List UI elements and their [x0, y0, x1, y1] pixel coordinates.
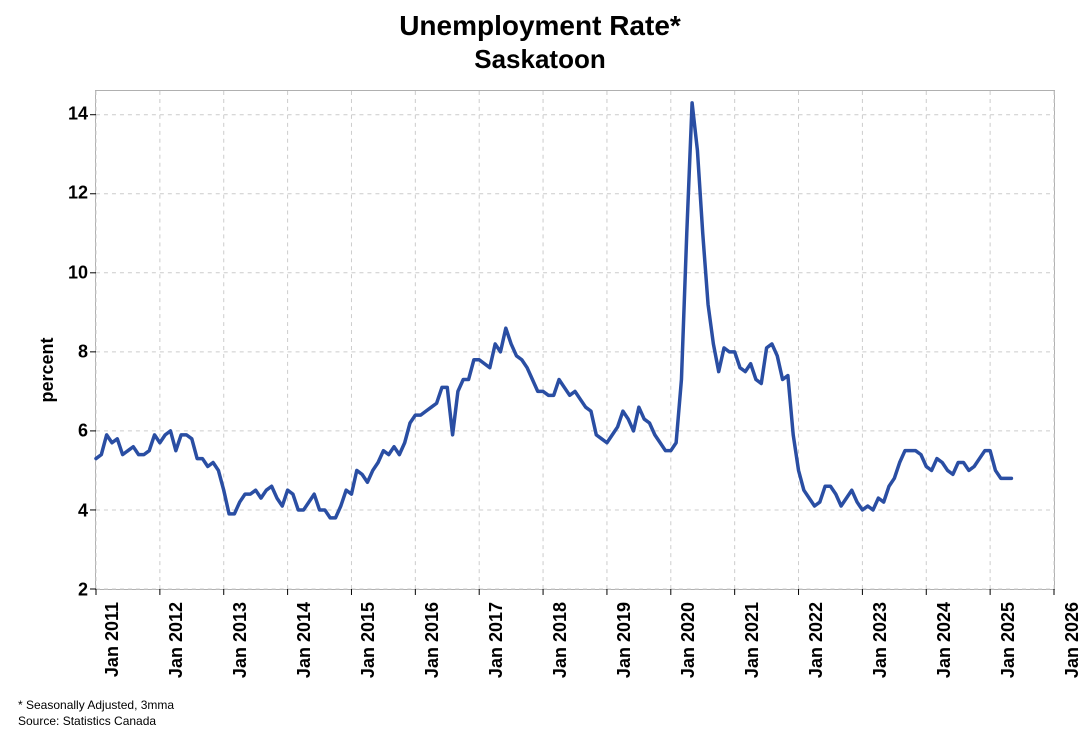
chart-container: Unemployment Rate* Saskatoon percent 246… [0, 0, 1080, 740]
x-tick-label: Jan 2021 [742, 602, 763, 678]
y-tick-label: 14 [48, 103, 88, 124]
x-tick-label: Jan 2020 [678, 602, 699, 678]
plot-area [95, 90, 1055, 590]
data-series-line [96, 103, 1011, 518]
chart-title-line2: Saskatoon [0, 44, 1080, 75]
x-tick-label: Jan 2025 [998, 602, 1019, 678]
x-tick-label: Jan 2012 [166, 602, 187, 678]
chart-svg [96, 91, 1054, 589]
x-tick-label: Jan 2015 [358, 602, 379, 678]
x-tick-label: Jan 2011 [102, 602, 123, 677]
y-tick-label: 2 [48, 580, 88, 601]
y-tick-label: 10 [48, 262, 88, 283]
x-tick-label: Jan 2018 [550, 602, 571, 678]
tick-marks [90, 115, 1054, 595]
x-tick-label: Jan 2019 [614, 602, 635, 678]
chart-title: Unemployment Rate* Saskatoon [0, 10, 1080, 75]
x-tick-label: Jan 2014 [294, 602, 315, 678]
y-tick-label: 8 [48, 341, 88, 362]
x-tick-label: Jan 2013 [230, 602, 251, 678]
footnote-2: Source: Statistics Canada [18, 714, 156, 728]
y-tick-label: 6 [48, 421, 88, 442]
x-tick-label: Jan 2026 [1062, 602, 1080, 678]
footnote-1: * Seasonally Adjusted, 3mma [18, 698, 174, 712]
x-tick-label: Jan 2016 [422, 602, 443, 678]
x-tick-label: Jan 2024 [934, 602, 955, 678]
grid-lines [96, 91, 1054, 589]
x-tick-label: Jan 2022 [806, 602, 827, 678]
chart-title-line1: Unemployment Rate* [0, 10, 1080, 42]
y-tick-label: 4 [48, 500, 88, 521]
x-tick-label: Jan 2017 [486, 602, 507, 678]
x-tick-label: Jan 2023 [870, 602, 891, 678]
y-tick-label: 12 [48, 183, 88, 204]
